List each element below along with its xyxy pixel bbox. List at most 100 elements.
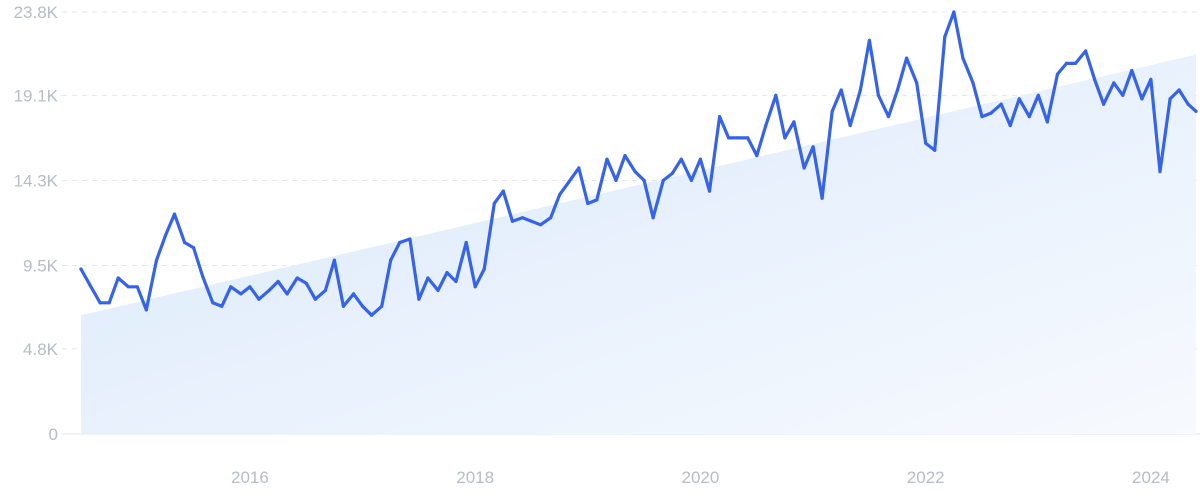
- data-point: [1084, 49, 1088, 53]
- data-point: [107, 301, 111, 305]
- data-point: [389, 258, 393, 262]
- y-tick-label: 4.8K: [23, 340, 59, 359]
- data-point: [304, 281, 308, 285]
- data-point: [426, 276, 430, 280]
- data-point: [183, 240, 187, 245]
- data-point: [707, 189, 712, 193]
- data-point: [1158, 170, 1162, 174]
- data-point: [267, 288, 271, 292]
- data-point: [905, 56, 909, 60]
- data-point: [595, 198, 599, 202]
- data-point: [933, 148, 937, 152]
- data-point: [313, 297, 317, 301]
- data-point: [464, 240, 468, 245]
- data-point: [98, 301, 102, 305]
- data-point: [736, 136, 740, 140]
- data-point: [473, 285, 477, 289]
- data-point: [341, 304, 345, 308]
- x-tick-label: 2018: [456, 468, 494, 487]
- data-point: [135, 285, 139, 289]
- data-point: [642, 178, 646, 182]
- data-point: [248, 285, 252, 289]
- data-point: [924, 141, 928, 145]
- data-point: [802, 166, 806, 170]
- data-point: [764, 123, 768, 128]
- data-point: [1055, 72, 1060, 76]
- data-point: [220, 304, 224, 308]
- data-point: [398, 240, 402, 245]
- data-point: [510, 219, 514, 223]
- y-tick-label: 23.8K: [14, 3, 59, 22]
- data-point: [746, 136, 750, 140]
- data-point: [670, 171, 674, 175]
- data-point: [239, 292, 243, 296]
- data-point: [886, 115, 891, 119]
- trend-area-shape: [81, 54, 1196, 434]
- x-axis: 2016 2018 2020 2022 2024: [231, 468, 1170, 487]
- data-point: [867, 38, 872, 43]
- data-point: [1177, 88, 1181, 92]
- data-point: [285, 292, 289, 296]
- data-point: [1093, 77, 1097, 81]
- data-point: [989, 111, 993, 115]
- data-point: [1045, 120, 1049, 124]
- data-point: [1102, 102, 1106, 106]
- series-line: [79, 10, 1198, 317]
- data-point: [492, 201, 496, 206]
- data-point: [783, 136, 787, 140]
- series: [79, 10, 1198, 317]
- data-point: [605, 157, 609, 161]
- data-point: [679, 157, 683, 161]
- data-point: [436, 288, 440, 292]
- data-point: [1194, 109, 1198, 113]
- data-point: [1008, 123, 1012, 128]
- data-point: [1186, 102, 1190, 106]
- data-point: [915, 81, 919, 85]
- data-point: [698, 157, 703, 161]
- data-point: [380, 304, 384, 308]
- data-point: [577, 166, 581, 170]
- data-point: [792, 120, 796, 124]
- data-point: [980, 115, 984, 119]
- data-point: [633, 170, 637, 174]
- data-point: [661, 178, 665, 182]
- data-point: [952, 10, 956, 14]
- data-point: [445, 271, 449, 275]
- data-point: [999, 102, 1003, 106]
- data-point: [417, 297, 421, 301]
- data-point: [830, 109, 834, 113]
- data-point: [614, 178, 618, 182]
- data-point: [126, 285, 130, 289]
- y-tick-label: 14.3K: [14, 171, 59, 190]
- data-point: [811, 145, 815, 149]
- data-point: [116, 276, 120, 280]
- data-point: [895, 88, 900, 92]
- data-point: [971, 81, 975, 85]
- data-point: [454, 279, 458, 284]
- data-point: [961, 56, 965, 60]
- data-point: [295, 276, 299, 280]
- data-point: [623, 154, 627, 158]
- x-tick-label: 2020: [682, 468, 720, 487]
- data-point: [1064, 61, 1069, 65]
- data-point: [651, 216, 655, 220]
- trend-area: [81, 54, 1196, 434]
- data-point: [718, 115, 722, 119]
- data-point: [482, 267, 486, 271]
- data-point: [144, 308, 148, 312]
- data-point: [192, 246, 196, 250]
- data-point: [689, 178, 694, 182]
- data-point: [820, 196, 824, 200]
- data-point: [520, 216, 525, 220]
- y-tick-label: 0: [49, 425, 58, 444]
- data-point: [408, 237, 412, 241]
- data-point: [79, 267, 83, 271]
- data-point: [839, 88, 843, 92]
- data-point: [201, 274, 205, 278]
- data-point: [858, 88, 863, 92]
- data-point: [172, 212, 177, 216]
- data-point: [943, 35, 947, 39]
- data-point: [1036, 93, 1040, 97]
- y-tick-label: 9.5K: [23, 257, 59, 276]
